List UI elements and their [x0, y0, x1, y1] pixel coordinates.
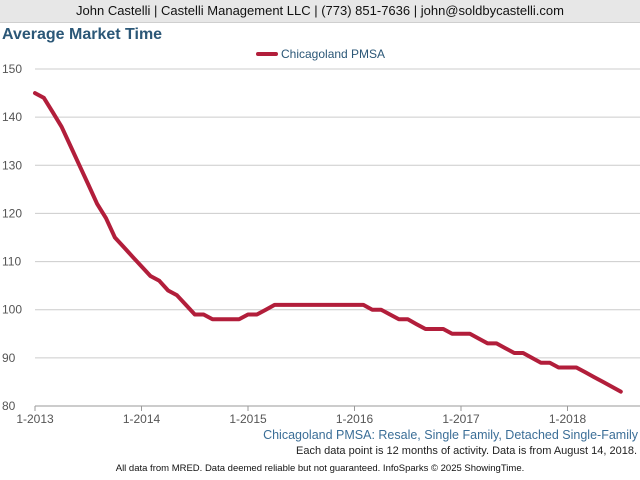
- x-tick-label: 1-2017: [442, 412, 480, 426]
- data-point: [317, 303, 321, 307]
- data-point: [406, 317, 410, 321]
- data-point: [548, 361, 552, 365]
- chart-subtitle: Chicagoland PMSA: Resale, Single Family,…: [263, 428, 638, 442]
- x-tick-label: 1-2018: [549, 412, 587, 426]
- data-point: [122, 245, 126, 249]
- data-point: [175, 293, 179, 297]
- data-point: [335, 303, 339, 307]
- data-point: [344, 303, 348, 307]
- data-point: [486, 341, 490, 345]
- data-point: [583, 370, 587, 374]
- data-point: [281, 303, 286, 307]
- data-point: [148, 274, 152, 278]
- data-point: [60, 125, 64, 129]
- data-point: [557, 365, 561, 370]
- data-point: [379, 308, 383, 312]
- data-point: [397, 317, 401, 321]
- data-point: [104, 216, 108, 220]
- data-point: [308, 303, 312, 307]
- data-point: [326, 303, 330, 307]
- y-tick-label: 150: [2, 62, 22, 76]
- data-note: Each data point is 12 months of activity…: [296, 445, 637, 457]
- data-point: [193, 312, 197, 317]
- data-point: [423, 327, 428, 331]
- grid-lines: [35, 68, 640, 407]
- data-point: [494, 341, 499, 345]
- data-point: [601, 380, 605, 384]
- y-tick-label: 140: [2, 110, 22, 124]
- data-point: [210, 317, 215, 321]
- data-point: [361, 303, 365, 307]
- data-point: [415, 322, 419, 326]
- data-point: [574, 365, 579, 370]
- data-point: [592, 375, 596, 379]
- data-point: [441, 327, 445, 331]
- data-point: [42, 96, 46, 100]
- footer-disclaimer: All data from MRED. Data deemed reliable…: [115, 463, 525, 474]
- data-point: [450, 332, 454, 336]
- contact-header: John Castelli | Castelli Management LLC …: [0, 0, 640, 23]
- data-point: [530, 356, 534, 360]
- x-tick-label: 1-2016: [336, 412, 374, 426]
- x-tick-label: 1-2015: [229, 412, 267, 426]
- data-point: [512, 351, 516, 355]
- data-point: [619, 390, 623, 394]
- data-point: [610, 385, 614, 389]
- data-point: [273, 303, 277, 307]
- data-point: [113, 235, 117, 240]
- data-point: [68, 144, 73, 148]
- data-point: [95, 202, 99, 206]
- data-point: [157, 279, 161, 283]
- data-point: [503, 346, 507, 350]
- y-tick-label: 120: [2, 206, 22, 220]
- data-point: [264, 308, 268, 312]
- data-point: [202, 312, 206, 317]
- data-point: [477, 337, 481, 341]
- x-tick-label: 1-2014: [123, 412, 161, 426]
- chart-title: Average Market Time: [2, 26, 163, 43]
- data-point: [246, 312, 250, 317]
- data-point: [184, 303, 188, 307]
- series-layer: [33, 91, 623, 394]
- data-point: [228, 317, 232, 321]
- y-axis: 80 90 100 110 120 130 140 150: [2, 62, 22, 413]
- data-point: [237, 317, 241, 321]
- data-point: [565, 365, 570, 370]
- data-point: [459, 332, 463, 336]
- x-axis: 1-2013 1-2014 1-2015 1-2016 1-2017 1-2018: [16, 406, 587, 426]
- data-point: [299, 303, 303, 307]
- data-point: [51, 110, 55, 114]
- data-point: [370, 308, 374, 312]
- data-point: [139, 264, 144, 268]
- data-point: [388, 312, 392, 317]
- y-tick-label: 130: [2, 158, 22, 172]
- legend-label: Chicagoland PMSA: [281, 47, 385, 61]
- y-tick-label: 110: [2, 255, 21, 269]
- y-tick-label: 90: [2, 351, 16, 365]
- data-point: [352, 303, 357, 307]
- series-line: [33, 91, 623, 394]
- data-point: [432, 327, 436, 331]
- data-point: [219, 317, 223, 321]
- y-tick-label: 100: [2, 303, 22, 317]
- legend: Chicagoland PMSA: [256, 47, 385, 61]
- data-point: [290, 303, 294, 307]
- data-point: [521, 351, 525, 355]
- data-point: [86, 182, 90, 187]
- data-point: [166, 288, 170, 293]
- y-tick-label: 80: [2, 399, 16, 413]
- data-point: [77, 163, 81, 167]
- data-point: [468, 332, 472, 336]
- data-point: [33, 91, 37, 95]
- data-point: [131, 255, 135, 259]
- data-point: [539, 361, 543, 365]
- data-point: [255, 312, 259, 317]
- x-tick-label: 1-2013: [16, 412, 54, 426]
